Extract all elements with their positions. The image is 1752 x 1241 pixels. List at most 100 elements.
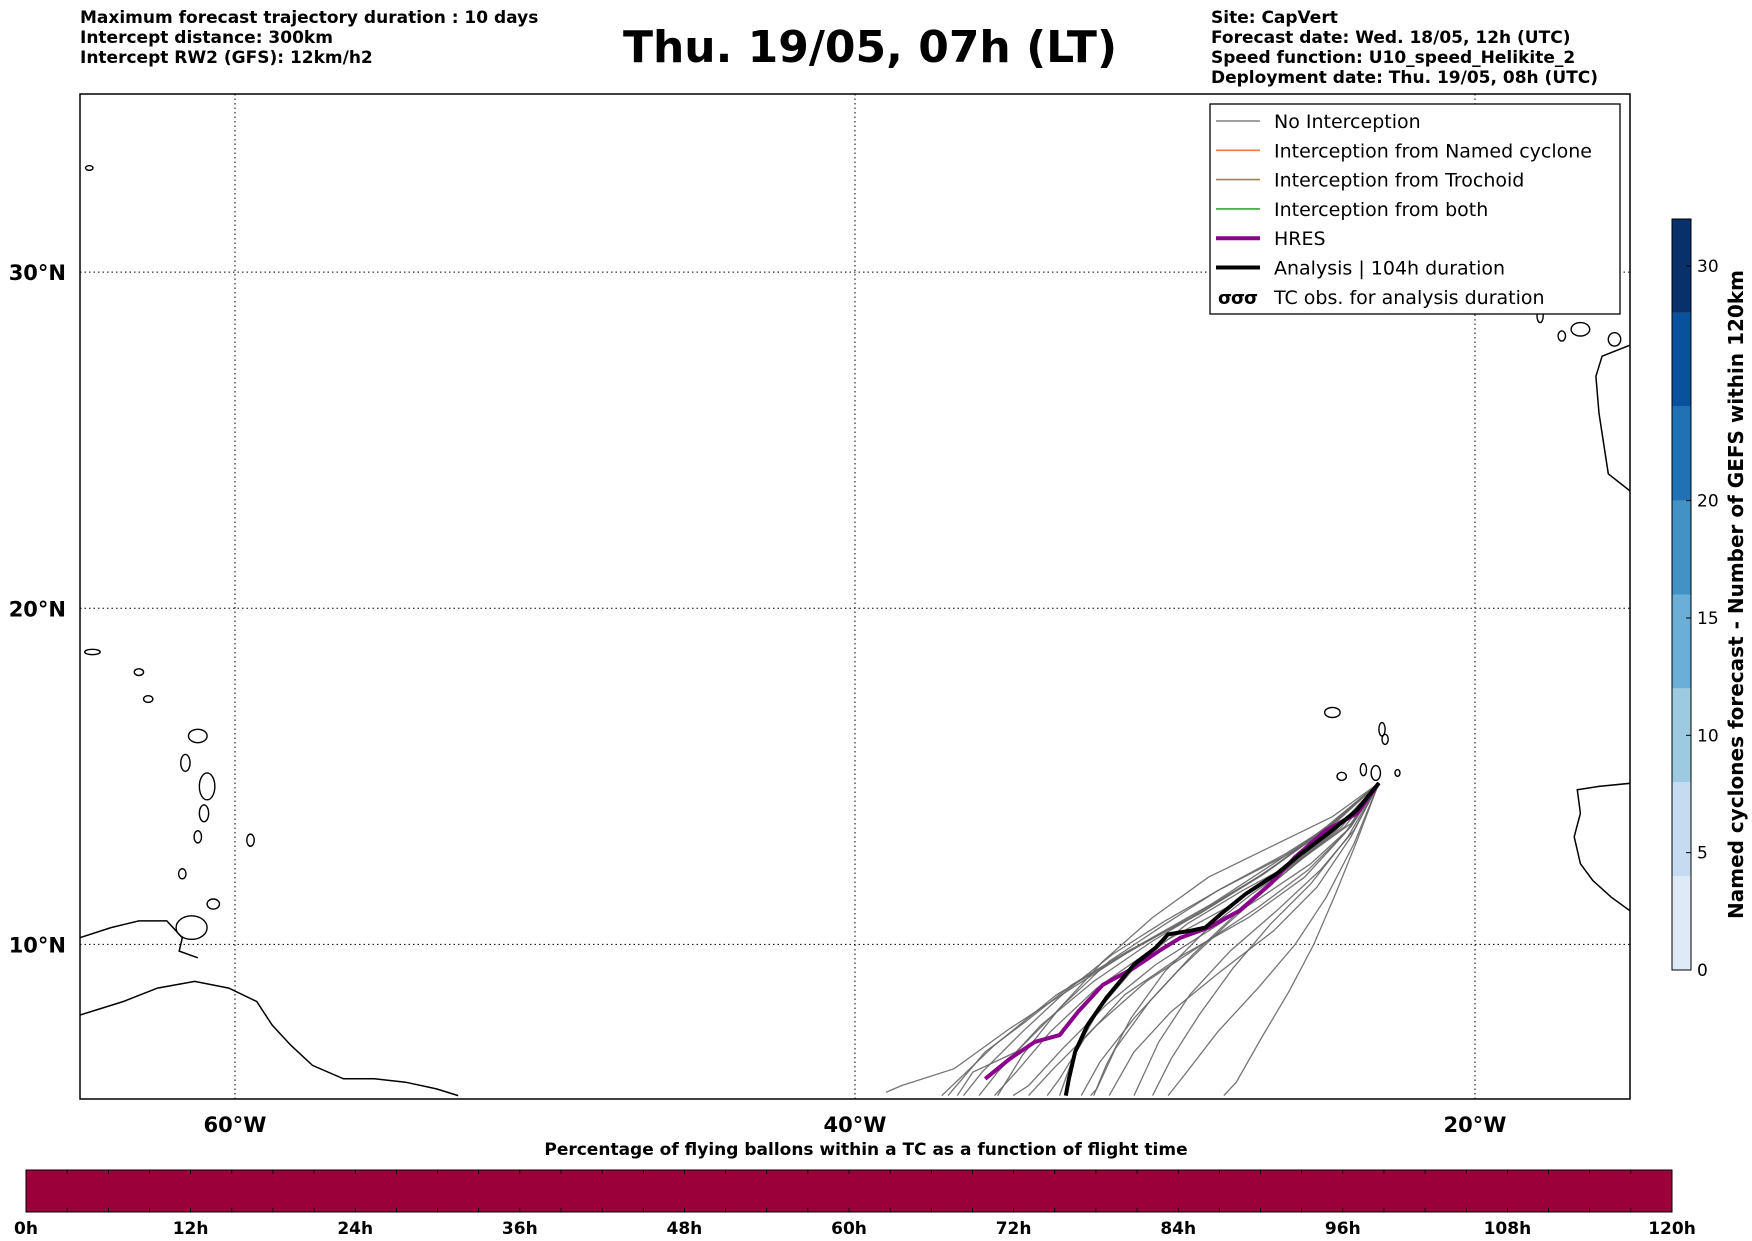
island (1607, 331, 1622, 347)
island (187, 728, 208, 744)
intercept-rw2-text: Intercept RW2 (GFS): 12km/h2 (80, 48, 373, 68)
trajectory-line (947, 782, 1380, 1097)
intercept-distance-text: Intercept distance: 300km (80, 28, 333, 48)
flight-time-tick-label: 60h (831, 1219, 867, 1239)
flight-time-tick-label: 48h (667, 1219, 703, 1239)
flight-time-colorbar-label: Percentage of flying ballons within a TC… (544, 1140, 1187, 1160)
colorbar-tick-label: 30 (1697, 257, 1719, 277)
legend-label: Interception from Named cyclone (1274, 140, 1592, 162)
trajectory-line (962, 782, 1380, 1097)
header-left: Maximum forecast trajectory duration : 1… (80, 8, 538, 68)
coastline (80, 920, 199, 959)
trajectory-line (1012, 782, 1380, 1097)
legend-box (1209, 103, 1621, 315)
site-text: Site: CapVert (1211, 8, 1338, 28)
island (1378, 721, 1386, 737)
island (1336, 771, 1348, 782)
coastline (80, 980, 459, 1097)
colorbar-segment (1672, 876, 1691, 970)
colorbar-tick-label: 15 (1697, 609, 1719, 629)
flight-time-bar (25, 1169, 1673, 1213)
tc-symbol-icon: σ (1231, 288, 1245, 309)
colorbar-segment (1672, 406, 1691, 501)
trajectory-line (1080, 782, 1380, 1096)
tc-symbol-icon: σ (1244, 288, 1258, 309)
island (246, 833, 255, 847)
legend-label: Analysis | 104h duration (1274, 258, 1505, 280)
trajectory-line (1090, 782, 1380, 1097)
legend-label: TC obs. for analysis duration (1273, 287, 1545, 309)
island (133, 668, 145, 677)
flight-time-tick-label: 120h (1648, 1219, 1696, 1239)
island (1381, 733, 1389, 746)
axis-ticks: 60°W 40°W 20°W 10°N 20°N 30°N (9, 261, 1507, 1137)
x-tick-label: 20°W (1444, 1113, 1507, 1137)
legend-label: Interception from Trochoid (1274, 170, 1524, 192)
y-tick-label: 30°N (9, 261, 66, 285)
flight-time-tick-label: 12h (173, 1219, 209, 1239)
coastlines (80, 164, 1671, 1097)
island (83, 648, 101, 656)
deployment-date-text: Deployment date: Thu. 19/05, 08h (UTC) (1211, 68, 1598, 88)
island (1557, 330, 1567, 342)
main-trajectories (983, 781, 1381, 1096)
colorbar-segment (1672, 500, 1691, 595)
legend-label: No Interception (1274, 111, 1421, 133)
x-tick-label: 60°W (204, 1113, 267, 1137)
island (1394, 768, 1401, 778)
island (177, 868, 187, 880)
flight-time-tick-label: 96h (1325, 1219, 1361, 1239)
island (142, 694, 154, 704)
coastline (1595, 344, 1630, 492)
island (193, 830, 203, 844)
analysis-line (1063, 781, 1381, 1096)
flight-time-tick-label: 24h (337, 1219, 373, 1239)
island (198, 772, 216, 801)
island (175, 915, 208, 941)
forecast-date-text: Forecast date: Wed. 18/05, 12h (UTC) (1211, 28, 1571, 48)
island (198, 804, 210, 823)
colorbar-frame (1671, 218, 1692, 971)
trajectory-line (1152, 782, 1380, 1096)
trajectory-line (1028, 782, 1380, 1097)
header-right: Site: CapVert Forecast date: Wed. 18/05,… (1211, 8, 1598, 88)
speed-function-text: Speed function: U10_speed_Helikite_2 (1211, 48, 1576, 68)
ensemble-trajectories (885, 782, 1380, 1097)
flight-time-tick-label: 72h (996, 1219, 1032, 1239)
colorbar-label: Named cyclones forecast - Number of GEFS… (1724, 270, 1748, 919)
trajectory-line (941, 782, 1380, 1097)
legend-label: HRES (1274, 228, 1326, 250)
island (1646, 318, 1671, 335)
map-frame (79, 93, 1631, 1100)
colorbar-tick-label: 20 (1697, 492, 1719, 512)
colorbar-segment (1672, 219, 1691, 313)
colorbar-segment (1672, 688, 1691, 783)
legend: No Interception Interception from Named c… (1209, 103, 1621, 315)
colorbar-segment (1672, 594, 1691, 689)
flight-time-tick-label: 0h (14, 1219, 38, 1239)
hres-line (983, 781, 1381, 1081)
flight-time-tick-label: 36h (502, 1219, 538, 1239)
island (1370, 764, 1382, 782)
coastline (1573, 782, 1630, 912)
flight-time-colorbar: Percentage of flying ballons within a TC… (14, 1140, 1696, 1239)
colorbar-tick-label: 10 (1697, 726, 1719, 746)
colorbar-tick-label: 5 (1697, 844, 1708, 864)
island (180, 753, 191, 772)
trajectory-line (1046, 782, 1380, 1096)
flight-time-tick-label: 108h (1484, 1219, 1532, 1239)
trajectory-line (956, 782, 1380, 1096)
colorbar-segment (1672, 782, 1691, 877)
tc-symbol-icon: σ (1218, 288, 1232, 309)
island (1323, 706, 1341, 719)
max-duration-text: Maximum forecast trajectory duration : 1… (80, 8, 539, 28)
flight-time-tick-label: 84h (1160, 1219, 1196, 1239)
x-tick-label: 40°W (824, 1113, 887, 1137)
y-tick-label: 20°N (9, 597, 66, 621)
island (1570, 321, 1591, 337)
island (1359, 762, 1368, 777)
y-tick-label: 10°N (9, 933, 66, 957)
trajectory-line (1223, 782, 1380, 1097)
